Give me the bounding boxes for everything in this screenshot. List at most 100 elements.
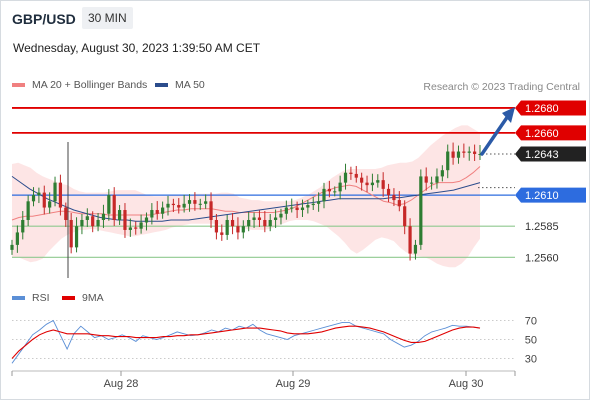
candle-body bbox=[419, 176, 423, 245]
candle-body bbox=[435, 176, 439, 183]
candle-body bbox=[177, 205, 181, 208]
candle-body bbox=[354, 173, 358, 178]
chart-datetime: Wednesday, August 30, 2023 1:39:50 AM CE… bbox=[13, 41, 261, 55]
candle-body bbox=[155, 210, 159, 214]
candle-body bbox=[101, 213, 106, 220]
candle-body bbox=[139, 222, 143, 229]
rsi-tick-label: 70 bbox=[525, 316, 537, 328]
candle-body bbox=[408, 226, 412, 254]
legend-ma20-label: MA 20 + Bollinger Bands bbox=[32, 79, 147, 91]
candle-body bbox=[161, 207, 165, 214]
candle-body bbox=[236, 226, 240, 233]
candle-body bbox=[21, 219, 25, 233]
candle-body bbox=[317, 201, 321, 204]
candle-body bbox=[424, 176, 428, 183]
candle-body bbox=[311, 203, 315, 206]
candle-body bbox=[322, 188, 326, 202]
time-axis: Aug 28 Aug 29 Aug 30 bbox=[11, 370, 516, 390]
candle-body bbox=[69, 219, 73, 248]
candle-body bbox=[220, 232, 224, 235]
candle-body bbox=[333, 191, 337, 193]
projection-arrow-shaft bbox=[480, 114, 510, 156]
timeframe-badge[interactable]: 30 MIN bbox=[82, 7, 133, 29]
candle-body bbox=[252, 217, 256, 220]
candle-body bbox=[381, 180, 385, 189]
candle-body bbox=[85, 216, 89, 220]
candle-body bbox=[187, 200, 192, 204]
candle-body bbox=[26, 201, 30, 220]
legend-rsi-label: RSI bbox=[32, 292, 50, 304]
level-tag-label: 1.2680 bbox=[525, 103, 559, 115]
rsi-tick-label: 50 bbox=[525, 335, 537, 347]
level-tag-bg bbox=[515, 187, 586, 203]
candle-body bbox=[134, 227, 138, 229]
candle-body bbox=[306, 205, 310, 208]
candle-body bbox=[171, 203, 175, 206]
candle-body bbox=[150, 210, 154, 218]
candle-body bbox=[300, 207, 305, 211]
candle-body bbox=[370, 182, 375, 186]
candle-body bbox=[225, 219, 229, 235]
legend-ma9-label: 9MA bbox=[82, 292, 104, 304]
candle-body bbox=[392, 195, 396, 201]
candle-body bbox=[204, 201, 208, 204]
candle-body bbox=[451, 151, 455, 158]
candle-body bbox=[467, 151, 471, 153]
ma50-line bbox=[11, 175, 481, 222]
candle-body bbox=[74, 226, 79, 248]
candle-body bbox=[123, 210, 127, 230]
bollinger-bands bbox=[12, 125, 480, 268]
candle-body bbox=[193, 200, 197, 204]
candle-body bbox=[117, 210, 122, 220]
level-tag-bg bbox=[515, 100, 586, 116]
candle-body bbox=[295, 207, 299, 211]
candle-body bbox=[386, 188, 391, 196]
candle-body bbox=[107, 195, 111, 214]
candle-body bbox=[403, 206, 407, 227]
legend-ma50-swatch bbox=[155, 83, 168, 87]
candle-body bbox=[80, 219, 84, 227]
candle-body bbox=[64, 207, 68, 220]
moving-averages bbox=[11, 166, 481, 222]
time-tick-label: Aug 28 bbox=[104, 378, 139, 390]
candle-body bbox=[429, 182, 434, 184]
rsi-tick-label: 30 bbox=[525, 354, 537, 366]
candle-body bbox=[198, 203, 202, 205]
candle-body bbox=[144, 217, 149, 223]
candle-body bbox=[48, 201, 52, 208]
legends: MA 20 + Bollinger Bands MA 50 RSI 9MA Resear… bbox=[12, 79, 580, 304]
bollinger-band-fill bbox=[12, 125, 480, 268]
level-tag-bg bbox=[515, 146, 586, 162]
candle-body bbox=[10, 244, 14, 250]
candle-body bbox=[247, 219, 251, 227]
candle-body bbox=[214, 219, 219, 233]
candle-body bbox=[365, 182, 369, 186]
candle-body bbox=[58, 182, 63, 208]
level-tags: 1.2680 1.2660 1.2643 1.2610 1.2585 1.2560 bbox=[480, 100, 586, 264]
level-tag-label: 1.2660 bbox=[525, 128, 559, 140]
candle-body bbox=[37, 192, 41, 196]
legend-ma9-swatch bbox=[62, 296, 75, 300]
candle-body bbox=[166, 203, 170, 208]
rsi-series-9ma bbox=[11, 325, 481, 359]
candle-body bbox=[376, 180, 380, 183]
research-credit: Research © 2023 Trading Central bbox=[423, 81, 580, 93]
legend-rsi-swatch bbox=[12, 296, 25, 300]
candle-body bbox=[15, 232, 19, 245]
candle-body bbox=[446, 151, 450, 171]
candle-body bbox=[273, 217, 278, 220]
candle-body bbox=[182, 203, 186, 208]
candle-body bbox=[209, 201, 213, 220]
candle-body bbox=[440, 170, 444, 177]
candle-body bbox=[413, 244, 418, 254]
candle-body bbox=[91, 216, 95, 227]
legend-ma20-swatch bbox=[12, 83, 25, 87]
ma20-line bbox=[11, 166, 481, 221]
level-label: 1.2585 bbox=[525, 221, 559, 233]
candle-body bbox=[257, 217, 262, 220]
candle-body bbox=[42, 192, 46, 208]
candle-body bbox=[456, 151, 461, 158]
level-tag-bg bbox=[515, 125, 586, 141]
